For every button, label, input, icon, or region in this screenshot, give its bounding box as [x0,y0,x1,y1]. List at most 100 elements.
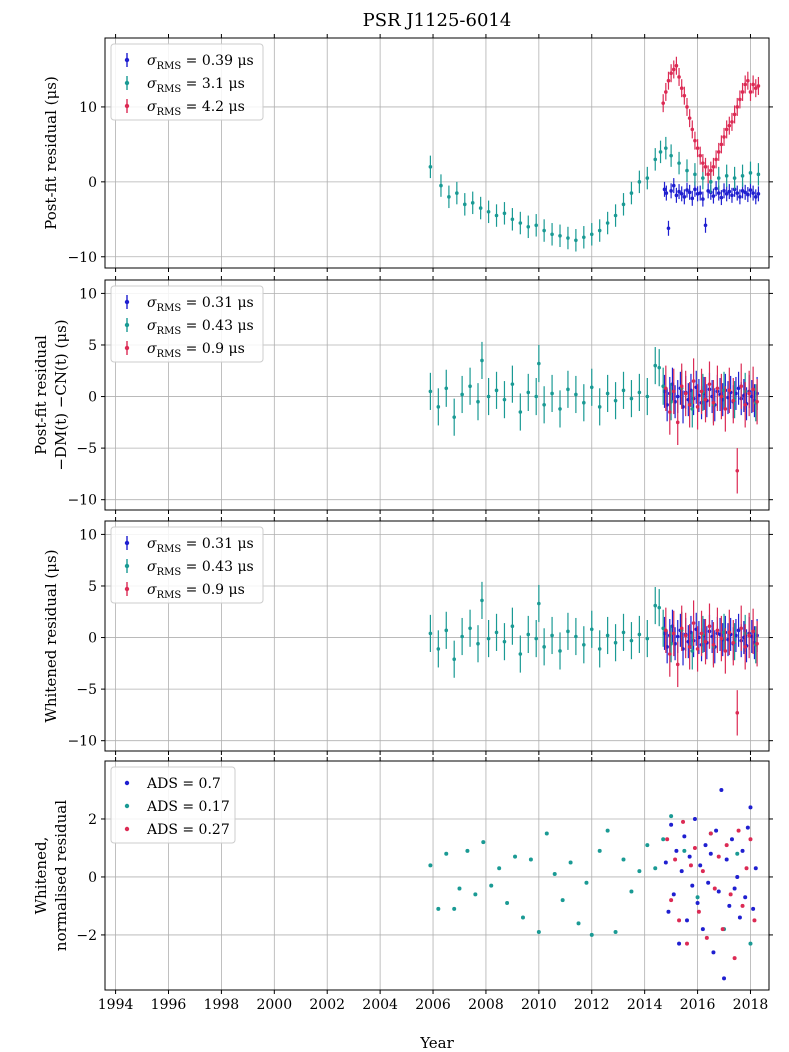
data-point [613,640,618,645]
data-point [753,866,758,871]
data-point [737,915,742,920]
data-point [526,390,531,395]
data-point [653,157,658,162]
data-point [708,831,713,836]
data-point [707,382,712,386]
data-point [613,213,618,218]
data-point [691,379,696,383]
legend-swatch [124,103,130,109]
data-point [513,854,518,859]
data-point [693,172,697,177]
data-point [719,636,724,641]
legend-box [110,766,236,844]
data-point [645,843,650,848]
data-point [730,120,734,124]
data-point [685,188,689,192]
data-point [687,402,692,407]
data-point [544,831,549,836]
x-tick-label: 1994 [98,997,134,1013]
data-point [724,857,729,862]
data-point [735,851,740,856]
data-point [748,837,753,842]
data-point [731,398,736,403]
y-tick-label: 10 [79,100,97,116]
data-point [534,394,539,399]
data-point [582,235,586,240]
data-point [696,909,701,914]
y-tick-label: 0 [88,631,97,647]
data-point [738,195,742,199]
data-point [679,626,684,631]
data-point [716,889,721,894]
y-tick-label: −5 [76,682,97,698]
data-point [534,223,539,228]
x-tick-label: 1998 [204,997,240,1013]
data-point [597,848,602,853]
legend-label: σRMS = 0.9 μs [147,582,245,601]
data-point [743,402,747,407]
data-point [444,628,449,633]
x-tick-label: 2002 [309,997,345,1013]
data-point [597,228,602,233]
data-point [736,386,741,391]
data-point [755,399,759,404]
series-red [664,600,759,736]
y-tick-label: 5 [88,579,97,595]
y-axis-label: Post-fit residual [32,335,50,455]
data-point [574,392,578,397]
data-point [637,180,642,184]
data-point [502,211,507,216]
data-point [662,187,667,192]
data-point [439,183,443,188]
legend-swatch [124,803,130,809]
data-point [706,880,711,885]
data-point [699,631,704,636]
data-point [679,86,684,90]
legend-box [110,285,264,363]
data-point [703,843,708,848]
data-point [428,165,433,169]
data-point [520,915,525,920]
data-point [727,123,732,128]
data-point [711,642,716,647]
data-point [745,825,750,830]
legend-swatch [124,780,130,786]
data-point [748,171,753,175]
legend-label: σRMS = 4.2 μs [147,99,245,118]
data-point [669,898,674,903]
data-point [751,191,755,195]
data-point [677,189,681,194]
data-point [722,976,727,981]
data-point [542,228,546,233]
data-point [679,869,684,874]
panel-whitened: −10 −5 0 5 10 Whitened residual (μs) σRMS = 0.… [42,517,773,755]
data-point [436,906,441,911]
data-point [637,390,642,395]
x-tick-label: 2010 [521,997,557,1013]
data-point [494,213,499,218]
data-point [679,192,684,196]
data-point [428,631,433,636]
data-point [692,845,697,850]
data-point [552,872,557,877]
data-point [693,138,697,143]
data-point [701,161,705,165]
data-point [682,834,687,839]
data-point [684,941,689,946]
legend-label: ADS = 0.17 [146,799,230,815]
data-point [693,187,697,192]
data-point [683,633,688,638]
data-point [667,652,672,656]
data-point [677,75,681,79]
plot-frame [104,279,770,511]
data-point [589,627,594,632]
data-point [739,384,744,389]
data-point [711,400,716,405]
data-point [669,71,673,76]
data-point [436,405,441,409]
legend-swatch [124,299,130,305]
data-point [751,629,755,634]
data-point [518,221,523,225]
data-point [645,176,650,180]
data-point [669,822,674,827]
